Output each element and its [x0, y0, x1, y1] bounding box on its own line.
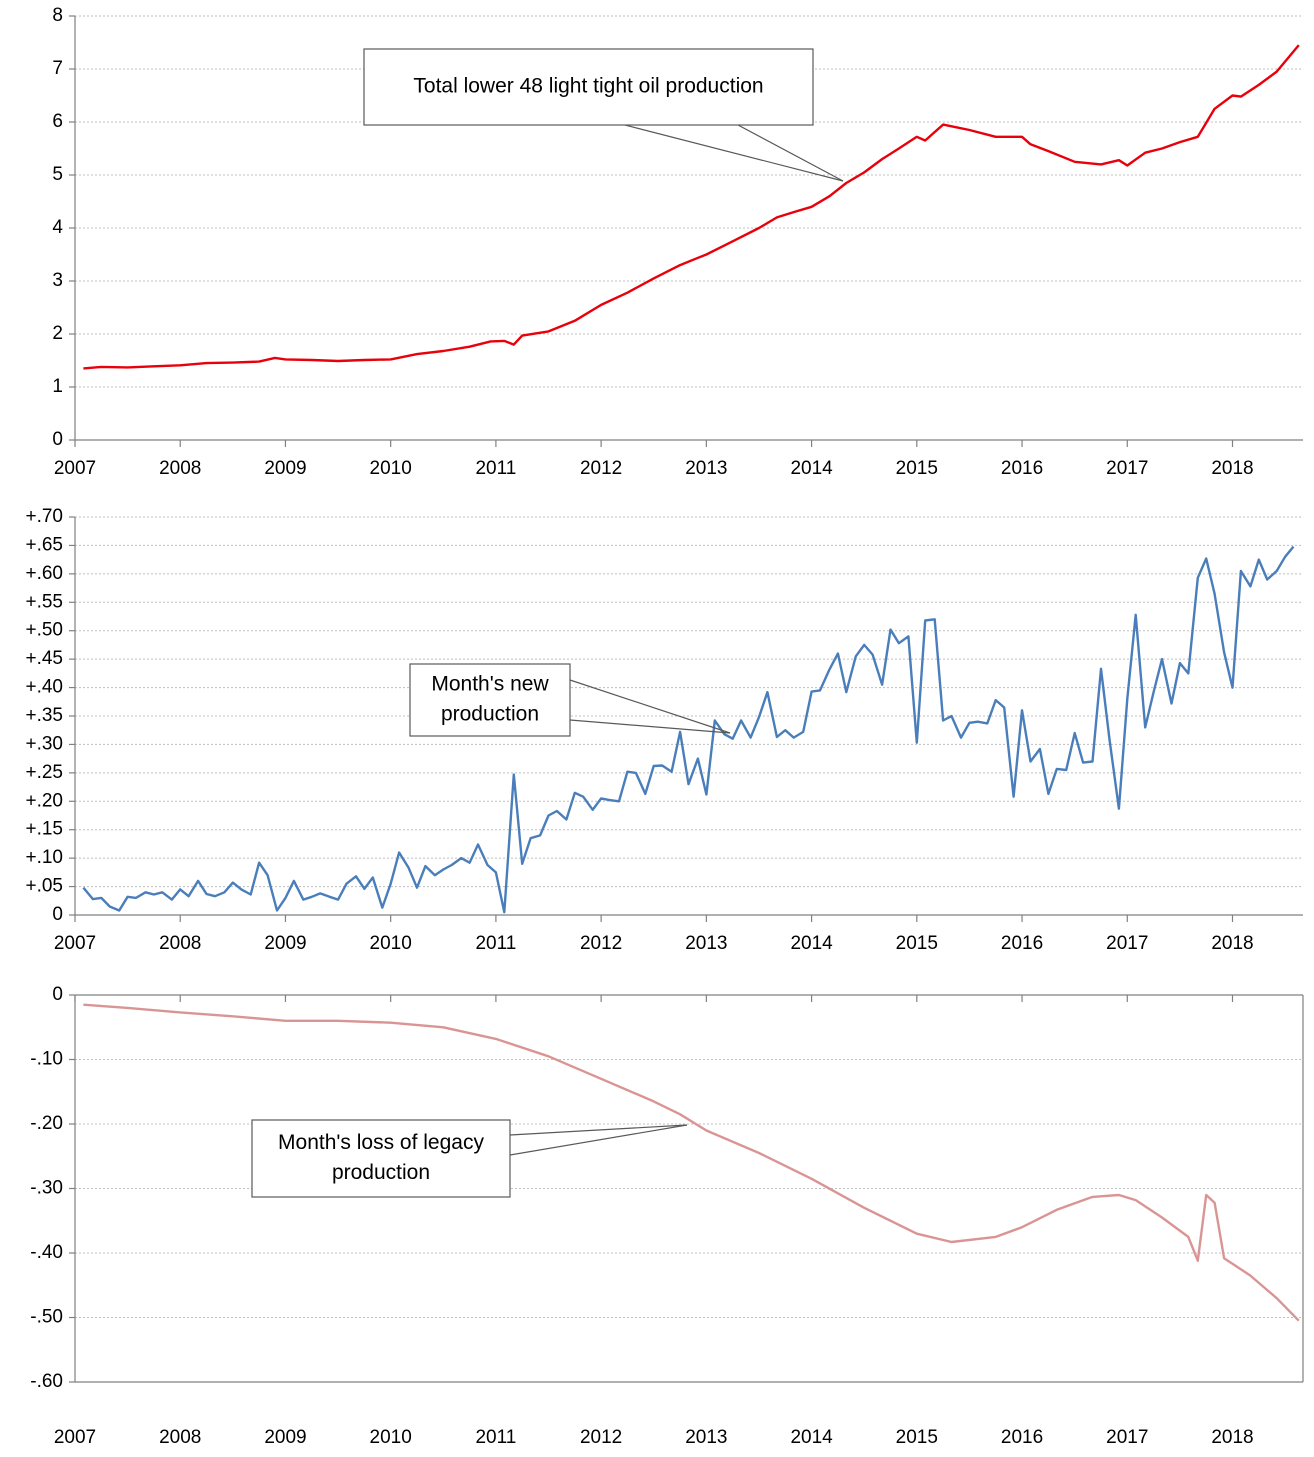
x-tick-label: 2013	[685, 1427, 727, 1448]
x-tick-label: 2015	[896, 458, 938, 479]
x-tick-label: 2010	[370, 458, 412, 479]
y-tick-label: 6	[52, 111, 63, 132]
callout-text: Month's loss of legacy	[278, 1131, 484, 1154]
x-tick-label: 2008	[159, 933, 201, 954]
y-tick-label: 0	[52, 429, 63, 450]
x-tick-label: 2017	[1106, 1427, 1148, 1448]
x-tick-label: 2009	[264, 933, 306, 954]
x-tick-label: 2007	[54, 1427, 96, 1448]
y-tick-label: -.30	[30, 1178, 63, 1199]
y-tick-label: 1	[52, 376, 63, 397]
series-line	[82, 545, 1295, 914]
x-tick-label: 2012	[580, 1427, 622, 1448]
y-tick-label: 2	[52, 323, 63, 344]
series-line	[83, 1003, 1300, 1322]
callout-box	[409, 663, 571, 737]
y-tick-label: 0	[52, 904, 63, 925]
callout-pointer	[624, 124, 844, 182]
y-tick-label: -.10	[30, 1049, 63, 1070]
x-tick-label: 2010	[370, 933, 412, 954]
x-tick-label: 2016	[1001, 933, 1043, 954]
y-tick-label: +.40	[25, 677, 63, 698]
callout-pointer	[509, 1124, 688, 1136]
x-tick-label: 2012	[580, 458, 622, 479]
y-tick-label: +.55	[25, 591, 63, 612]
y-tick-label: 5	[52, 164, 63, 185]
x-tick-label: 2008	[159, 458, 201, 479]
x-tick-label: 2018	[1211, 933, 1253, 954]
x-tick-label: 2013	[685, 458, 727, 479]
x-tick-label: 2009	[264, 458, 306, 479]
series-line	[83, 44, 1300, 370]
y-tick-label: +.35	[25, 705, 63, 726]
callout-text: production	[441, 703, 539, 726]
x-tick-label: 2015	[896, 1427, 938, 1448]
callout-text: Month's new	[431, 673, 549, 696]
x-tick-label: 2017	[1106, 458, 1148, 479]
y-tick-label: +.60	[25, 563, 63, 584]
callout-pointer	[569, 679, 731, 734]
x-tick-label: 2011	[475, 1427, 516, 1448]
callout-pointer	[569, 719, 731, 734]
y-tick-label: +.30	[25, 733, 63, 754]
x-tick-label: 2018	[1211, 1427, 1253, 1448]
x-tick-label: 2007	[54, 458, 96, 479]
y-tick-label: +.65	[25, 534, 63, 555]
x-tick-label: 2015	[896, 933, 938, 954]
x-tick-label: 2009	[264, 1427, 306, 1448]
callout-box	[363, 48, 814, 126]
y-tick-label: 0	[52, 984, 63, 1005]
y-tick-label: +.70	[25, 506, 63, 527]
callout-box	[251, 1119, 511, 1198]
y-tick-label: +.05	[25, 876, 63, 897]
y-tick-label: +.45	[25, 648, 63, 669]
y-tick-label: +.15	[25, 819, 63, 840]
y-tick-label: 3	[52, 270, 63, 291]
y-tick-label: +.50	[25, 620, 63, 641]
callout-text: Total lower 48 light tight oil productio…	[413, 75, 763, 98]
x-tick-label: 2018	[1211, 458, 1253, 479]
y-tick-label: -.60	[30, 1371, 63, 1392]
callout-pointer	[509, 1124, 688, 1156]
y-tick-label: -.40	[30, 1242, 63, 1263]
x-tick-label: 2016	[1001, 458, 1043, 479]
y-tick-label: 7	[52, 58, 63, 79]
y-tick-label: -.50	[30, 1307, 63, 1328]
x-tick-label: 2011	[475, 458, 516, 479]
x-tick-label: 2014	[790, 458, 833, 479]
x-tick-label: 2017	[1106, 933, 1148, 954]
y-tick-label: 8	[52, 5, 63, 26]
y-tick-label: 4	[52, 217, 63, 238]
y-tick-label: +.20	[25, 790, 63, 811]
x-tick-label: 2010	[370, 1427, 412, 1448]
x-tick-label: 2014	[790, 1427, 833, 1448]
x-tick-label: 2012	[580, 933, 622, 954]
x-tick-label: 2011	[475, 933, 516, 954]
x-tick-label: 2014	[790, 933, 833, 954]
x-tick-label: 2008	[159, 1427, 201, 1448]
x-tick-label: 2013	[685, 933, 727, 954]
x-tick-label: 2007	[54, 933, 96, 954]
callout-text: production	[332, 1161, 430, 1184]
callout-pointer	[737, 124, 844, 182]
y-tick-label: +.10	[25, 847, 63, 868]
y-tick-label: -.20	[30, 1113, 63, 1134]
y-tick-label: +.25	[25, 762, 63, 783]
x-tick-label: 2016	[1001, 1427, 1043, 1448]
